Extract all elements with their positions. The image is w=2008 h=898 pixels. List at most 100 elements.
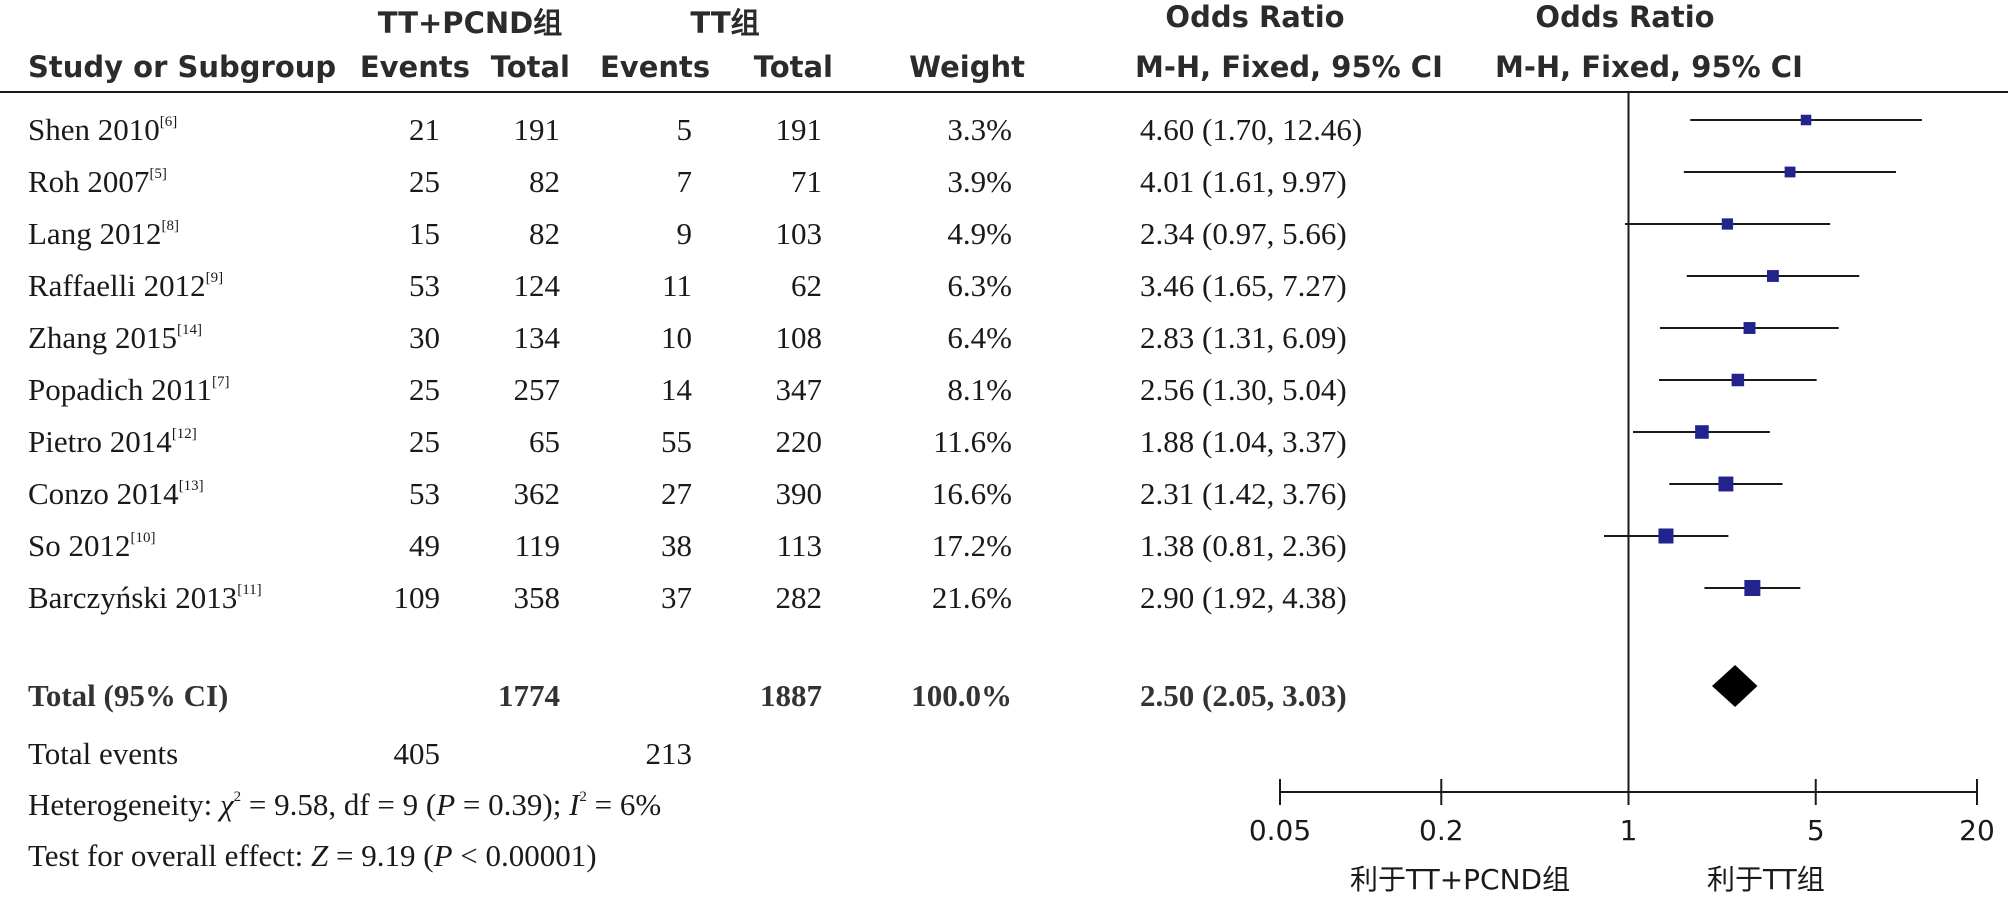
events1-header: Events — [359, 50, 470, 84]
study-total1: 119 — [514, 528, 560, 563]
study-ref: [9] — [205, 270, 224, 286]
study-events2: 7 — [676, 164, 693, 199]
study-total2: 71 — [791, 164, 822, 199]
heterogeneity-text: Heterogeneity: χ2 = 9.58, df = 9 (P = 0.… — [28, 787, 662, 822]
favours-right-label: 利于TT组 — [1707, 863, 1825, 896]
study-events2: 10 — [661, 320, 692, 355]
group1-header: TT+PCND组 — [377, 6, 563, 40]
study-events2: 37 — [661, 580, 692, 615]
study-total1: 82 — [529, 164, 560, 199]
study-events1: 25 — [409, 164, 440, 199]
study-name: Roh 2007[5] — [28, 164, 167, 200]
study-events2: 5 — [676, 112, 693, 147]
study-total2: 113 — [776, 528, 822, 563]
study-events1: 53 — [409, 268, 440, 303]
study-events1: 15 — [409, 216, 440, 251]
total1-header: Total — [490, 50, 570, 84]
study-ci-text: 2.83 (1.31, 6.09) — [1140, 320, 1347, 355]
study-events1: 25 — [409, 424, 440, 459]
study-weight: 3.9% — [947, 164, 1012, 199]
study-name: Pietro 2014[12] — [28, 424, 197, 460]
study-name: So 2012[10] — [28, 528, 156, 564]
x-tick-label: 1 — [1619, 814, 1638, 847]
study-ref: [14] — [176, 322, 202, 338]
study-total2: 191 — [775, 112, 823, 147]
study-name: Lang 2012[8] — [28, 216, 179, 252]
or-marker — [1743, 322, 1756, 334]
or-marker — [1658, 528, 1674, 544]
x-tick-label: 20 — [1959, 814, 1995, 847]
study-events1: 53 — [409, 476, 440, 511]
x-tick-label: 0.05 — [1248, 814, 1312, 847]
study-ref: [10] — [130, 530, 156, 546]
study-total1: 257 — [513, 372, 561, 407]
study-ci-text: 2.34 (0.97, 5.66) — [1140, 216, 1347, 251]
study-total1: 124 — [513, 268, 561, 303]
study-name-text: Pietro 2014 — [28, 424, 172, 459]
total-ci-text: 2.50 (2.05, 3.03) — [1140, 678, 1347, 713]
study-name: Raffaelli 2012[9] — [28, 268, 223, 304]
weight-header: Weight — [909, 50, 1025, 84]
study-name: Barczyński 2013[11] — [28, 580, 262, 616]
study-events1: 21 — [409, 112, 440, 147]
study-events1: 49 — [409, 528, 440, 563]
study-name-text: Raffaelli 2012 — [28, 268, 206, 303]
or-marker — [1721, 218, 1734, 230]
study-ref: [11] — [237, 582, 262, 598]
x-tick-label: 5 — [1806, 814, 1825, 847]
study-ref: [13] — [178, 478, 204, 494]
study-weight: 4.9% — [947, 216, 1012, 251]
or-marker — [1784, 166, 1796, 178]
study-events2: 55 — [661, 424, 692, 459]
study-weight: 3.3% — [947, 112, 1012, 147]
study-name-text: So 2012 — [28, 528, 131, 563]
study-name-text: Roh 2007 — [28, 164, 150, 199]
overall-effect-text: Test for overall effect: Z = 9.19 (P < 0… — [28, 838, 597, 873]
study-ci-text: 2.56 (1.30, 5.04) — [1140, 372, 1347, 407]
study-ref: [6] — [159, 114, 178, 130]
study-total1: 82 — [529, 216, 560, 251]
study-total2: 108 — [775, 320, 823, 355]
study-ref: [5] — [149, 166, 167, 182]
study-name: Conzo 2014[13] — [28, 476, 204, 512]
study-events1: 109 — [393, 580, 441, 615]
study-weight: 11.6% — [933, 424, 1012, 459]
x-tick-label: 0.2 — [1419, 814, 1464, 847]
study-events2: 38 — [661, 528, 692, 563]
study-events2: 9 — [676, 216, 693, 251]
study-total1: 358 — [513, 580, 561, 615]
or-marker — [1731, 373, 1745, 387]
or-marker — [1766, 270, 1779, 282]
study-events2: 11 — [662, 268, 692, 303]
total-diamond — [1712, 665, 1758, 707]
study-ci-text: 4.01 (1.61, 9.97) — [1140, 164, 1347, 199]
total-events-label: Total events — [28, 736, 179, 771]
study-ci-text: 2.90 (1.92, 4.38) — [1140, 580, 1347, 615]
study-events1: 25 — [409, 372, 440, 407]
or-marker — [1695, 425, 1709, 439]
total-t1: 1774 — [498, 678, 560, 713]
study-total2: 390 — [775, 476, 823, 511]
study-total1: 362 — [513, 476, 561, 511]
study-name-text: Barczyński 2013 — [28, 580, 238, 615]
plot-header: Odds Ratio — [1535, 0, 1715, 34]
study-ci-text: 4.60 (1.70, 12.46) — [1140, 112, 1363, 147]
study-weight: 8.1% — [947, 372, 1012, 407]
effect-header: Odds Ratio — [1165, 0, 1345, 34]
study-ci-text: 1.88 (1.04, 3.37) — [1140, 424, 1347, 459]
study-name: Popadich 2011[7] — [28, 372, 229, 408]
study-col-header: Study or Subgroup — [28, 50, 337, 84]
study-events1: 30 — [409, 320, 440, 355]
or-marker — [1744, 580, 1761, 596]
study-weight: 6.3% — [947, 268, 1012, 303]
study-total1: 65 — [529, 424, 560, 459]
total-events-e1: 405 — [393, 736, 441, 771]
plot-marks — [1279, 92, 1978, 805]
study-ref: [8] — [161, 218, 179, 234]
study-ci-text: 2.31 (1.42, 3.76) — [1140, 476, 1347, 511]
study-ref: [12] — [171, 426, 197, 442]
study-total2: 62 — [791, 268, 822, 303]
study-total1: 191 — [513, 112, 561, 147]
group2-header: TT组 — [690, 6, 760, 40]
